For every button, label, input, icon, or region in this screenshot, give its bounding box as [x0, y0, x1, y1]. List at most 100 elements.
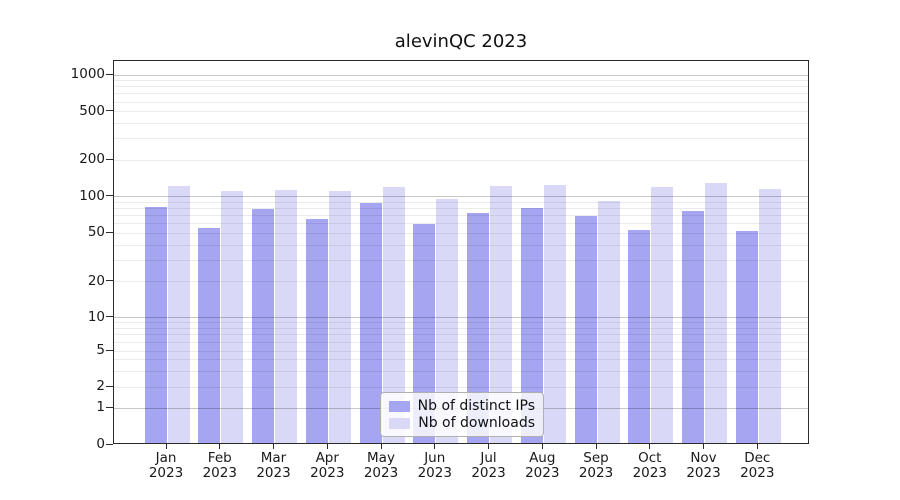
gridline-400	[114, 122, 808, 124]
legend-item-distinct-ips: Nb of distinct IPs	[389, 398, 535, 414]
bar-oct-distinct-ips	[628, 230, 651, 443]
plot-area	[113, 60, 809, 444]
gridline-5	[114, 350, 808, 352]
x-tick-label-mar: Mar 2023	[256, 450, 291, 481]
legend-label-downloads: Nb of downloads	[418, 415, 535, 431]
gridline-8	[114, 327, 808, 329]
y-tick-label-500: 500	[79, 102, 105, 119]
bar-jun-distinct-ips	[413, 223, 436, 443]
y-tick-mark	[106, 316, 113, 317]
gridline-800	[114, 86, 808, 88]
y-tick-mark	[106, 349, 113, 351]
x-tick-mark	[219, 444, 221, 449]
gridline-500	[114, 111, 808, 113]
gridline-600	[114, 101, 808, 103]
gridline-50	[114, 232, 808, 234]
gridline-7	[114, 334, 808, 336]
bar-mar-downloads	[275, 189, 297, 443]
y-tick-mark	[106, 280, 113, 282]
x-tick-mark	[434, 444, 436, 449]
x-tick-label-aug: Aug 2023	[525, 450, 560, 481]
gridline-700	[114, 93, 808, 95]
gridline-60	[114, 223, 808, 225]
y-tick-label-200: 200	[79, 151, 105, 167]
y-tick-mark	[106, 231, 113, 233]
gridline-10	[114, 317, 808, 318]
bar-feb-downloads	[221, 191, 244, 443]
legend: Nb of distinct IPs Nb of downloads	[380, 392, 544, 437]
y-tick-label-50: 50	[87, 224, 105, 241]
gridline-20	[114, 281, 808, 283]
bar-feb-distinct-ips	[198, 228, 221, 443]
y-tick-mark	[106, 406, 113, 408]
bar-apr-distinct-ips	[305, 218, 328, 443]
bar-sep-downloads	[597, 201, 620, 443]
gridline-2	[114, 386, 808, 388]
x-tick-label-feb: Feb 2023	[202, 450, 237, 481]
chart-title: alevinQC 2023	[394, 31, 528, 52]
bar-may-downloads	[382, 187, 405, 443]
bar-nov-downloads	[705, 182, 727, 443]
x-tick-label-dec: Dec 2023	[740, 450, 775, 481]
bar-nov-distinct-ips	[682, 210, 704, 443]
bar-jun-downloads	[436, 199, 459, 443]
y-tick-mark	[106, 385, 113, 387]
x-tick-label-jul: Jul 2023	[471, 450, 506, 481]
x-tick-mark	[380, 444, 382, 449]
x-tick-mark	[165, 444, 167, 449]
y-tick-label-100: 100	[79, 187, 105, 204]
y-tick-mark	[106, 195, 113, 197]
gridline-6	[114, 341, 808, 343]
legend-swatch-distinct-ips	[389, 400, 410, 412]
gridlines-layer	[114, 61, 808, 443]
y-tick-label-5: 5	[96, 342, 105, 358]
gridline-1000	[114, 74, 808, 76]
bar-apr-downloads	[328, 191, 351, 443]
y-tick-label-1: 1	[96, 399, 105, 416]
bar-sep-distinct-ips	[574, 216, 597, 443]
gridline-40	[114, 244, 808, 246]
bar-jan-distinct-ips	[144, 206, 167, 443]
y-tick-mark	[106, 443, 113, 445]
y-tick-mark	[106, 158, 113, 160]
gridline-9	[114, 322, 808, 324]
x-tick-label-may: May 2023	[363, 450, 399, 481]
gridline-4	[114, 359, 808, 361]
bars-layer	[114, 61, 808, 443]
x-tick-label-nov: Nov 2023	[686, 450, 721, 481]
x-tick-mark	[273, 444, 274, 449]
gridline-900	[114, 80, 808, 82]
bar-aug-distinct-ips	[520, 208, 543, 443]
y-tick-label-0: 0	[96, 436, 105, 452]
x-tick-label-jan: Jan 2023	[148, 450, 184, 481]
y-tick-label-2: 2	[96, 378, 105, 394]
x-tick-label-jun: Jun 2023	[417, 450, 452, 481]
x-tick-mark	[541, 444, 543, 449]
x-tick-mark	[649, 444, 651, 449]
x-tick-mark	[326, 444, 328, 449]
x-tick-label-apr: Apr 2023	[310, 450, 345, 481]
bar-oct-downloads	[651, 186, 674, 443]
gridline-80	[114, 207, 808, 209]
y-tick-label-10: 10	[87, 308, 105, 325]
legend-label-distinct-ips: Nb of distinct IPs	[417, 398, 535, 414]
gridline-300	[114, 138, 808, 140]
y-tick-label-20: 20	[87, 272, 105, 289]
bar-dec-distinct-ips	[735, 231, 758, 443]
legend-item-downloads: Nb of downloads	[389, 415, 535, 431]
gridline-30	[114, 259, 808, 261]
gridline-70	[114, 215, 808, 217]
gridline-3	[114, 370, 808, 372]
bar-may-distinct-ips	[359, 203, 382, 443]
x-tick-mark	[488, 444, 489, 449]
gridline-90	[114, 201, 808, 203]
legend-swatch-downloads	[389, 417, 411, 429]
x-tick-mark	[756, 444, 758, 449]
x-tick-label-oct: Oct 2023	[632, 450, 667, 481]
bar-jan-downloads	[167, 186, 190, 443]
bar-dec-downloads	[758, 188, 781, 443]
y-tick-mark	[106, 73, 113, 75]
bar-jul-downloads	[490, 186, 512, 443]
bar-mar-distinct-ips	[252, 209, 274, 443]
